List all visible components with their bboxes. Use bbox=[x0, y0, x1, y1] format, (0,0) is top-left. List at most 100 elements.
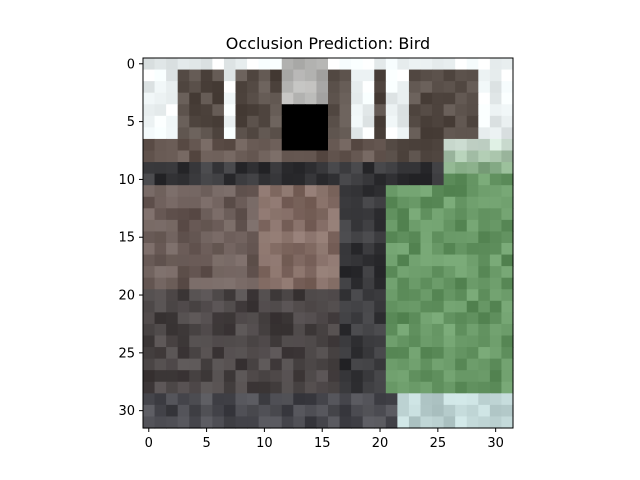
image-pixel bbox=[143, 58, 156, 71]
x-tick-label: 30 bbox=[487, 436, 504, 451]
image-pixel bbox=[432, 104, 445, 117]
image-pixel bbox=[316, 416, 329, 429]
image-pixel bbox=[143, 69, 156, 82]
image-pixel bbox=[432, 58, 445, 71]
image-pixel bbox=[455, 289, 468, 302]
image-pixel bbox=[281, 370, 294, 383]
image-pixel bbox=[420, 358, 433, 371]
image-pixel bbox=[420, 243, 433, 256]
image-pixel bbox=[304, 231, 318, 244]
image-pixel bbox=[339, 58, 352, 71]
image-pixel bbox=[397, 185, 410, 198]
image-pixel bbox=[408, 416, 422, 429]
image-pixel bbox=[223, 127, 237, 140]
image-pixel bbox=[154, 335, 167, 348]
image-pixel bbox=[247, 208, 260, 221]
image-pixel bbox=[212, 323, 225, 337]
image-pixel bbox=[374, 312, 387, 325]
image-pixel bbox=[443, 300, 456, 313]
image-pixel bbox=[304, 404, 318, 418]
image-pixel bbox=[385, 162, 398, 175]
image-pixel bbox=[154, 104, 167, 117]
image-pixel bbox=[200, 173, 213, 186]
image-pixel bbox=[466, 266, 479, 279]
image-pixel bbox=[235, 254, 248, 267]
image-pixel bbox=[397, 69, 410, 82]
image-pixel bbox=[466, 381, 479, 394]
image-pixel bbox=[235, 323, 248, 337]
image-pixel bbox=[235, 196, 248, 209]
y-tick-label: 5 bbox=[127, 115, 135, 130]
image-pixel bbox=[304, 300, 318, 313]
image-pixel bbox=[293, 243, 306, 256]
image-pixel bbox=[316, 289, 329, 302]
image-pixel bbox=[362, 150, 375, 163]
image-pixel bbox=[385, 115, 398, 128]
image-pixel bbox=[304, 289, 318, 302]
image-pixel bbox=[154, 150, 167, 163]
image-pixel bbox=[177, 323, 190, 337]
image-pixel bbox=[166, 162, 179, 175]
image-pixel bbox=[143, 243, 156, 256]
image-pixel bbox=[304, 381, 318, 394]
image-pixel bbox=[420, 323, 433, 337]
image-pixel bbox=[432, 416, 445, 429]
image-pixel bbox=[339, 162, 352, 175]
image-pixel bbox=[362, 416, 375, 429]
image-pixel bbox=[351, 254, 364, 267]
y-tick-label: 10 bbox=[118, 173, 135, 188]
image-pixel bbox=[397, 92, 410, 105]
image-pixel bbox=[281, 58, 294, 71]
image-pixel bbox=[189, 115, 202, 128]
image-pixel bbox=[247, 277, 260, 290]
image-pixel bbox=[385, 138, 398, 152]
image-pixel bbox=[455, 300, 468, 313]
y-tick-label: 15 bbox=[118, 231, 135, 246]
image-pixel bbox=[143, 277, 156, 290]
image-pixel bbox=[235, 243, 248, 256]
image-pixel bbox=[443, 208, 456, 221]
image-pixel bbox=[143, 92, 156, 105]
image-pixel bbox=[397, 162, 410, 175]
image-pixel bbox=[166, 150, 179, 163]
image-pixel bbox=[154, 347, 167, 360]
image-pixel bbox=[281, 254, 294, 267]
image-pixel bbox=[397, 104, 410, 117]
image-pixel bbox=[339, 81, 352, 94]
image-pixel bbox=[189, 289, 202, 302]
image-pixel bbox=[235, 150, 248, 163]
image-pixel bbox=[166, 347, 179, 360]
image-pixel bbox=[351, 370, 364, 383]
image-pixel bbox=[235, 277, 248, 290]
image-pixel bbox=[212, 381, 225, 394]
image-pixel bbox=[432, 358, 445, 371]
image-pixel bbox=[385, 393, 398, 406]
image-pixel bbox=[466, 162, 479, 175]
image-pixel bbox=[223, 404, 237, 418]
image-pixel bbox=[270, 393, 283, 406]
image-pixel bbox=[489, 185, 503, 198]
image-pixel bbox=[293, 150, 306, 163]
image-pixel bbox=[351, 104, 364, 117]
image-pixel bbox=[501, 358, 514, 371]
image-pixel bbox=[339, 323, 352, 337]
image-pixel bbox=[362, 104, 375, 117]
image-pixel bbox=[212, 92, 225, 105]
image-pixel bbox=[408, 289, 422, 302]
image-pixel bbox=[270, 312, 283, 325]
image-pixel bbox=[316, 138, 329, 152]
image-pixel bbox=[328, 404, 341, 418]
image-pixel bbox=[304, 104, 318, 117]
image-pixel bbox=[189, 92, 202, 105]
image-pixel bbox=[281, 381, 294, 394]
image-pixel bbox=[420, 370, 433, 383]
image-pixel bbox=[374, 81, 387, 94]
image-pixel bbox=[281, 300, 294, 313]
image-pixel bbox=[339, 231, 352, 244]
image-pixel bbox=[247, 196, 260, 209]
image-pixel bbox=[432, 219, 445, 233]
image-pixel bbox=[362, 300, 375, 313]
image-pixel bbox=[212, 185, 225, 198]
image-pixel bbox=[374, 69, 387, 82]
image-pixel bbox=[235, 92, 248, 105]
